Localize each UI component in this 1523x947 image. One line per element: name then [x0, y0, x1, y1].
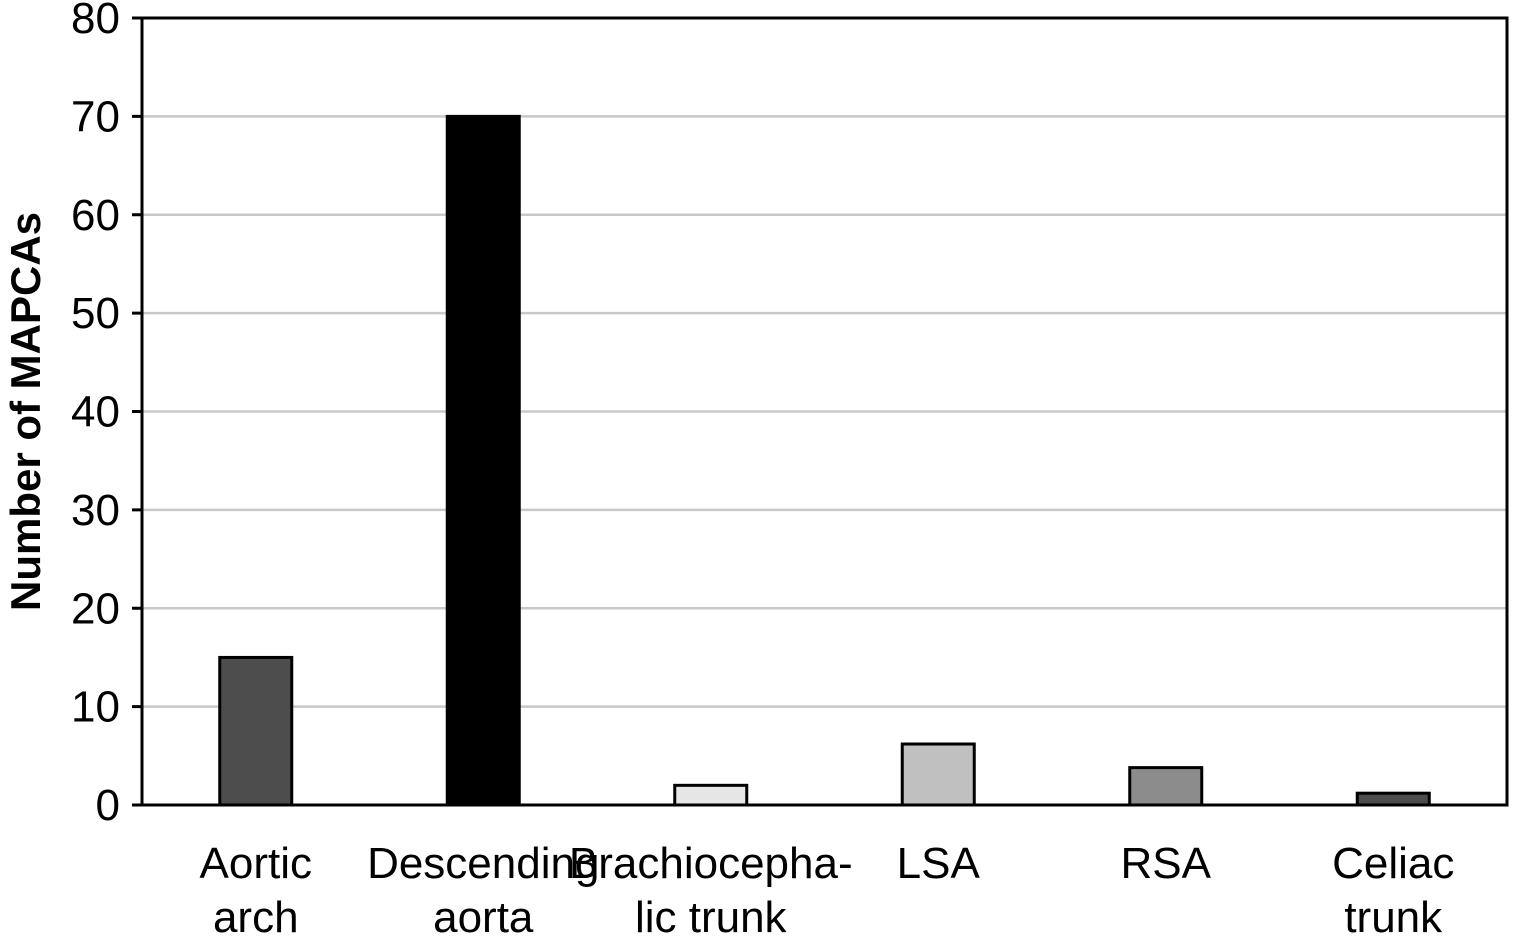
x-category-label-line: Aortic: [200, 839, 312, 888]
x-category-label: Celiac trunk: [1332, 839, 1454, 942]
x-category-label-line: Celiac: [1332, 839, 1454, 888]
x-category-label-line: LSA: [897, 839, 981, 888]
x-category-label-line: Brachiocepha-: [569, 839, 853, 888]
bar-3: [900, 742, 976, 807]
x-category-label-line: arch: [213, 893, 299, 942]
y-axis-title: Number of MAPCAs: [2, 212, 49, 611]
y-tick-label: 70: [71, 92, 120, 141]
x-category-label: LSA: [897, 839, 981, 888]
x-category-label: Aortic arch: [200, 839, 312, 942]
x-category-label-line: aorta: [433, 893, 534, 942]
x-axis-labels: Aortic arch Descending aorta Brachiocepha-li…: [200, 839, 1455, 942]
bar-2: [673, 783, 749, 807]
bar-0: [218, 655, 294, 807]
x-category-label-line: trunk: [1344, 893, 1443, 942]
gridlines: [142, 115, 1507, 708]
x-category-label: Descending aorta: [367, 839, 599, 942]
bar-4: [1128, 766, 1204, 807]
bars: [218, 114, 1431, 807]
x-category-label-line: lic trunk: [635, 893, 788, 942]
bar-1: [445, 114, 521, 807]
x-category-label: RSA: [1121, 839, 1212, 888]
y-tick-label: 0: [96, 781, 120, 830]
y-tick-label: 50: [71, 289, 120, 338]
x-category-label-line: Descending: [367, 839, 599, 888]
x-category-label: Brachiocepha-lic trunk: [569, 839, 853, 942]
y-tick-label: 20: [71, 584, 120, 633]
y-tick-label: 30: [71, 486, 120, 535]
x-category-label-line: RSA: [1121, 839, 1212, 888]
y-tick-label: 80: [71, 0, 120, 43]
bar-5: [1355, 791, 1431, 807]
y-tick-label: 40: [71, 388, 120, 437]
y-axis-ticks: 0 10 20 30 40 50 60 70 80: [71, 0, 142, 830]
y-tick-label: 60: [71, 191, 120, 240]
y-tick-label: 10: [71, 683, 120, 732]
